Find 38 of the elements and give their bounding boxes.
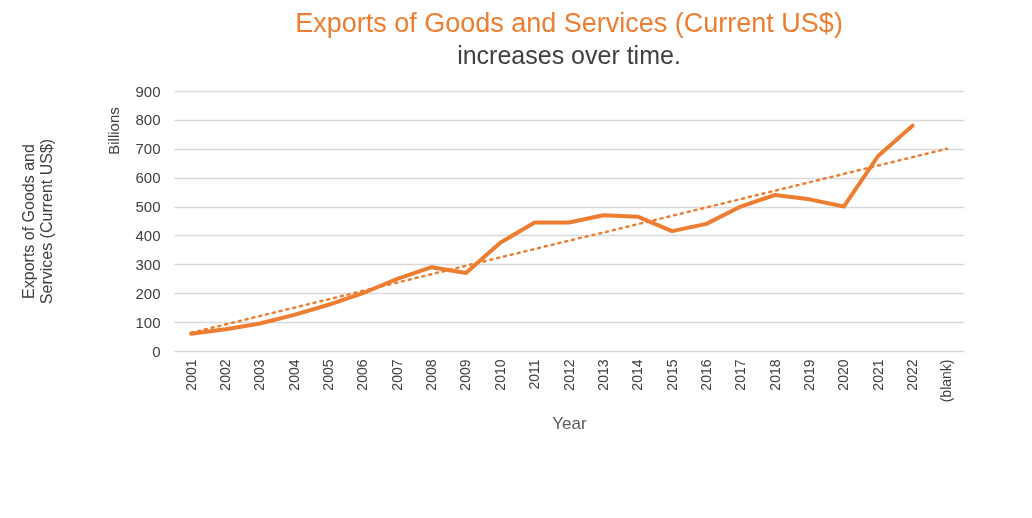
- x-tick-label: 2017: [732, 359, 749, 391]
- x-tick-label: 2011: [526, 359, 543, 390]
- x-tick-label: 2015: [663, 359, 680, 391]
- x-tick-label: 2019: [800, 359, 817, 391]
- x-tick-label: 2005: [320, 359, 337, 391]
- y-tick-label: 500: [135, 198, 161, 216]
- x-tick-label: 2012: [560, 359, 577, 391]
- y-tick-label: 0: [152, 342, 161, 360]
- y-tick-label: 200: [135, 284, 161, 302]
- y-tick-label: 700: [135, 140, 161, 158]
- x-tick-label: 2020: [835, 359, 852, 391]
- y-axis-title: Exports of Goods and Services (Current US$): [20, 138, 56, 305]
- x-axis-title: Year: [552, 414, 588, 434]
- chart-title: Exports of Goods and Services (Current US$): [295, 8, 843, 38]
- x-tick-label: 2009: [457, 359, 474, 391]
- x-tick-label: 2010: [491, 359, 508, 391]
- x-tick-label: 2004: [285, 359, 302, 391]
- x-tick-label: 2006: [354, 359, 371, 391]
- y-tick-label: 600: [135, 169, 161, 187]
- x-tick-label: 2003: [251, 359, 268, 391]
- x-tick-label: 2002: [217, 359, 234, 391]
- chart-subtitle: increases over time.: [457, 41, 681, 69]
- x-tick-label: 2021: [869, 359, 886, 391]
- x-tick-label: 2001: [182, 359, 199, 391]
- x-tick-label: 2014: [629, 359, 646, 391]
- x-tick-label: (blank): [938, 359, 955, 403]
- text: Billions: [105, 107, 122, 155]
- y-tick-label: 300: [135, 255, 161, 273]
- y-tick-label: 800: [135, 111, 161, 129]
- x-tick-label: 2022: [903, 359, 920, 391]
- x-tick-label: 2016: [697, 359, 714, 391]
- x-tick-label: 2008: [423, 359, 440, 391]
- y-tick-label: 100: [135, 313, 161, 331]
- y-tick-label: 900: [135, 82, 161, 100]
- y-tick-label: 400: [135, 226, 161, 244]
- x-tick-label: 2007: [388, 359, 405, 391]
- x-tick-label: 2018: [766, 359, 783, 391]
- x-tick-label: 2013: [594, 359, 611, 391]
